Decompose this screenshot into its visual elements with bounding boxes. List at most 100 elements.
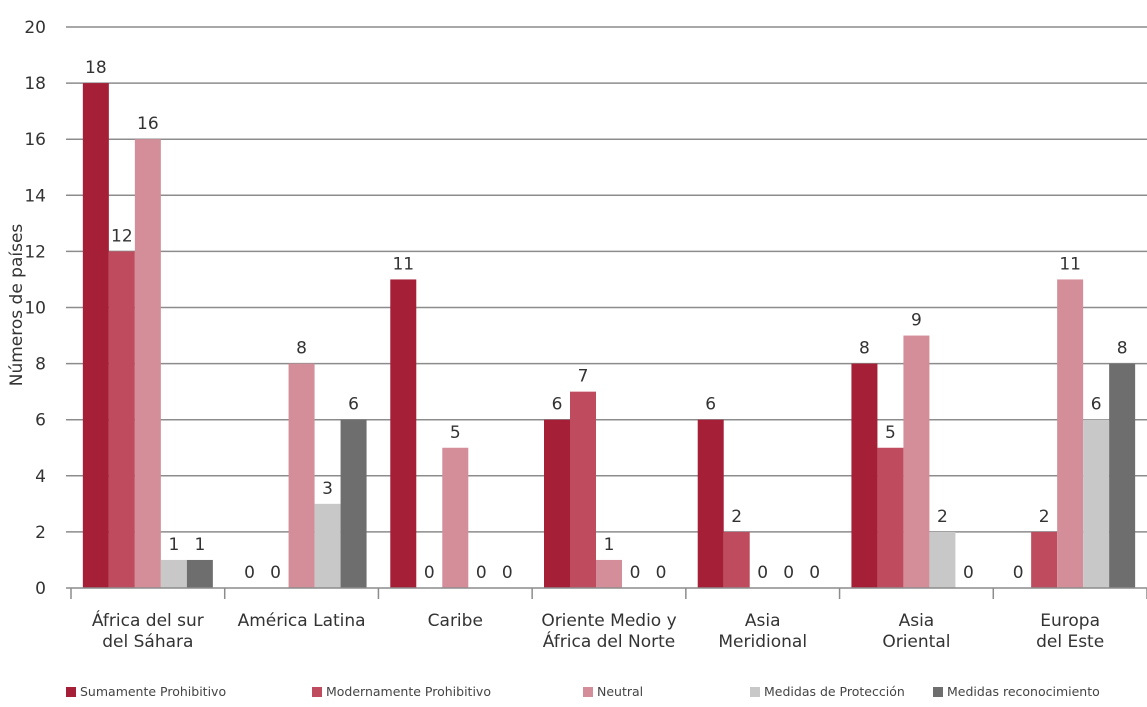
legend-swatch xyxy=(312,686,322,697)
bar xyxy=(570,391,596,588)
data-label: 6 xyxy=(552,395,563,415)
data-label: 2 xyxy=(731,507,742,527)
bar xyxy=(82,83,109,588)
data-label: 8 xyxy=(859,339,870,359)
data-label: 2 xyxy=(1039,507,1050,527)
data-label: 0 xyxy=(963,563,974,583)
data-label: 0 xyxy=(757,563,768,583)
bar xyxy=(288,363,315,588)
legend-label: Sumamente Prohibitivo xyxy=(80,684,227,699)
data-label: 0 xyxy=(783,563,794,583)
data-label: 12 xyxy=(111,226,133,246)
data-label: 0 xyxy=(244,563,255,583)
legend-label: Neutral xyxy=(597,684,644,699)
data-label: 8 xyxy=(1117,339,1128,359)
legend-item: Sumamente Prohibitivo xyxy=(66,684,226,699)
data-label: 9 xyxy=(911,311,922,331)
bar xyxy=(314,503,341,588)
data-label: 5 xyxy=(885,423,896,443)
data-label: 7 xyxy=(578,367,589,387)
bar xyxy=(929,531,956,588)
y-tick-label: 0 xyxy=(35,579,46,599)
data-label: 0 xyxy=(656,563,667,583)
x-tick-label: del Este xyxy=(1036,632,1104,652)
legend: Sumamente Prohibitivo Modernamente Prohib… xyxy=(66,684,1147,703)
bar xyxy=(903,335,930,588)
x-tick-label: Asia xyxy=(745,611,781,631)
data-label: 1 xyxy=(604,535,615,555)
bar xyxy=(1057,279,1084,588)
x-tick-label: África del sur xyxy=(92,609,204,631)
x-tick-label: Caribe xyxy=(428,611,483,631)
bar xyxy=(544,419,570,588)
legend-swatch xyxy=(583,686,593,697)
bar xyxy=(108,251,135,588)
bars xyxy=(82,83,1136,588)
y-tick-label: 18 xyxy=(24,74,46,94)
data-label: 0 xyxy=(809,563,820,583)
x-tick-label: Oriental xyxy=(882,632,950,652)
data-label: 3 xyxy=(322,479,333,499)
bar xyxy=(1083,419,1110,588)
bar xyxy=(723,531,750,588)
y-tick-label: 4 xyxy=(35,467,46,487)
bar xyxy=(1031,531,1058,588)
legend-label: Medidas de Protección xyxy=(764,684,905,699)
data-label: 6 xyxy=(348,395,359,415)
data-label: 0 xyxy=(424,563,435,583)
legend-item: Neutral xyxy=(583,684,643,699)
legend-swatch xyxy=(933,686,943,697)
y-tick-label: 14 xyxy=(24,186,46,206)
legend-label: Modernamente Prohibitivo xyxy=(326,684,491,699)
data-label: 6 xyxy=(1091,395,1102,415)
gridlines xyxy=(66,26,1147,533)
y-tick-label: 16 xyxy=(24,130,46,150)
x-tick-label: Meridional xyxy=(718,632,807,652)
data-label: 16 xyxy=(137,114,159,134)
bar xyxy=(442,447,469,588)
y-tick-label: 10 xyxy=(24,299,46,319)
bar xyxy=(697,419,724,588)
y-tick-label: 12 xyxy=(24,242,46,262)
legend-item: Medidas reconocimiento xyxy=(933,684,1100,699)
data-label: 2 xyxy=(937,507,948,527)
legend-swatch xyxy=(750,686,760,697)
data-label: 11 xyxy=(392,254,414,274)
legend-label: Medidas reconocimiento xyxy=(947,684,1100,699)
legend-item: Medidas de Protección xyxy=(750,684,905,699)
x-tick-label: del Sáhara xyxy=(102,632,193,652)
data-label: 18 xyxy=(85,58,107,78)
bar xyxy=(340,419,367,588)
x-tick-label: Oriente Medio y xyxy=(541,611,676,631)
y-tick-label: 2 xyxy=(35,523,46,543)
y-axis-ticks: 0 2 4 6 8 10 12 14 16 18 20 xyxy=(24,18,46,599)
data-label: 0 xyxy=(476,563,487,583)
legend-swatch xyxy=(66,686,76,697)
legend-item: Modernamente Prohibitivo xyxy=(312,684,491,699)
data-label: 1 xyxy=(194,535,205,555)
data-label: 6 xyxy=(705,395,716,415)
bar xyxy=(134,139,161,588)
data-label: 0 xyxy=(502,563,513,583)
x-tick-label: Asia xyxy=(899,611,935,631)
y-axis-label: Números de países xyxy=(7,224,27,387)
data-label: 1 xyxy=(168,535,179,555)
bar xyxy=(390,279,417,588)
data-label: 11 xyxy=(1059,254,1081,274)
data-label: 5 xyxy=(450,423,461,443)
data-label: 0 xyxy=(1013,563,1024,583)
data-label: 0 xyxy=(630,563,641,583)
bar xyxy=(877,447,904,588)
data-label: 0 xyxy=(270,563,281,583)
data-label: 8 xyxy=(296,339,307,359)
y-tick-label: 6 xyxy=(35,411,46,431)
x-tick-label: América Latina xyxy=(238,611,366,631)
y-tick-label: 20 xyxy=(24,18,46,38)
bar xyxy=(851,363,878,588)
x-tick-label: Europa xyxy=(1040,611,1100,631)
bar xyxy=(160,559,187,588)
x-tick-label: África del Norte xyxy=(543,630,676,652)
